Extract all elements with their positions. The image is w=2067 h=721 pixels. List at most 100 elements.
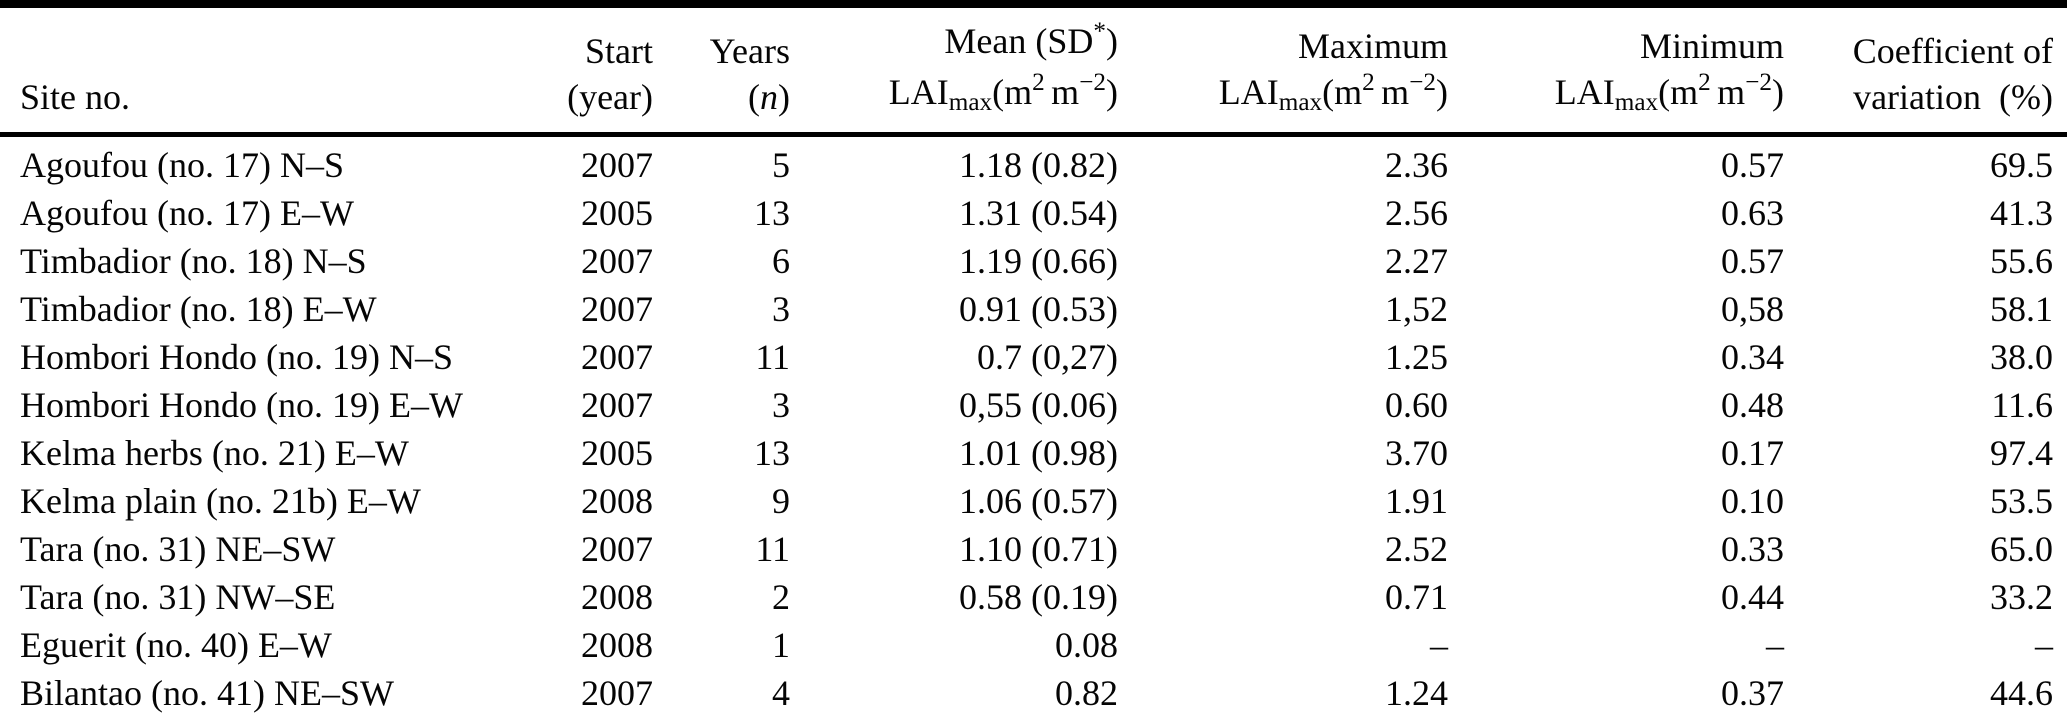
table-row: Tara (no. 31) NE–SW 2007 11 1.10 (0.71) … (0, 525, 2067, 573)
table-row: Kelma plain (no. 21b) E–W 2008 9 1.06 (0… (0, 477, 2067, 525)
cell-mean-sd: 1.10 (0.71) (959, 529, 1118, 569)
cell-maximum: 1.25 (1385, 337, 1448, 377)
cell-coefficient-of-variation: 58.1 (1990, 289, 2053, 329)
cell-coefficient-of-variation: 38.0 (1990, 337, 2053, 377)
sd-asterisk: * (1093, 18, 1106, 46)
cell-minimum: 0.33 (1721, 529, 1784, 569)
cell-start-year: 2008 (581, 481, 653, 521)
cell-minimum: 0.17 (1721, 433, 1784, 473)
cell-minimum: 0.34 (1721, 337, 1784, 377)
cell-years-n: 4 (772, 673, 790, 713)
cell-maximum: 2.36 (1385, 145, 1448, 185)
cell-site: Hombori Hondo (no. 19) N–S (20, 337, 453, 377)
col-header-mean-sd: Mean (SD*) LAImax(m2 m−2) (792, 4, 1120, 135)
cell-years-n: 3 (772, 289, 790, 329)
cell-mean-sd: 1.31 (0.54) (959, 193, 1118, 233)
cell-maximum: 0.71 (1385, 577, 1448, 617)
cell-minimum: 0.57 (1721, 241, 1784, 281)
cell-site: Kelma herbs (no. 21) E–W (20, 433, 409, 473)
col-header-site: Site no. (0, 4, 440, 135)
col-header-site-label: Site no. (20, 77, 131, 117)
table-row: Eguerit (no. 40) E–W 2008 1 0.08 – – – (0, 621, 2067, 669)
cell-years-n: 9 (772, 481, 790, 521)
cell-mean-sd: 1.01 (0.98) (959, 433, 1118, 473)
cell-years-n: 5 (772, 145, 790, 185)
lai-max-unit: LAImax(m2 m−2) (1218, 69, 1448, 117)
cell-site: Kelma plain (no. 21b) E–W (20, 481, 421, 521)
cell-years-n: 11 (755, 337, 790, 377)
cell-minimum: 0.37 (1721, 673, 1784, 713)
cell-maximum: 3.70 (1385, 433, 1448, 473)
cell-minimum: 0.44 (1721, 577, 1784, 617)
cell-coefficient-of-variation: 11.6 (1991, 385, 2053, 425)
cell-years-n: 13 (754, 433, 790, 473)
table-row: Agoufou (no. 17) E–W 2005 13 1.31 (0.54)… (0, 189, 2067, 237)
cell-mean-sd: 0.82 (1055, 673, 1118, 713)
lai-max-unit: LAImax(m2 m−2) (1554, 69, 1784, 117)
cell-site: Timbadior (no. 18) E–W (20, 289, 377, 329)
cell-years-n: 13 (754, 193, 790, 233)
cell-coefficient-of-variation: 44.6 (1990, 673, 2053, 713)
cell-mean-sd: 0.58 (0.19) (959, 577, 1118, 617)
table-header: Site no. Start (year) Years (n) Mean (SD… (0, 4, 2067, 135)
cell-maximum: 0.60 (1385, 385, 1448, 425)
cell-coefficient-of-variation: – (2035, 625, 2053, 665)
cell-start-year: 2008 (581, 625, 653, 665)
col-header-maximum: Maximum LAImax(m2 m−2) (1120, 4, 1450, 135)
cell-coefficient-of-variation: 97.4 (1990, 433, 2053, 473)
cell-mean-sd: 0.08 (1055, 625, 1118, 665)
table-row: Bilantao (no. 41) NE–SW 2007 4 0.82 1.24… (0, 669, 2067, 721)
lai-max-unit: LAImax(m2 m−2) (888, 69, 1118, 117)
cell-site: Eguerit (no. 40) E–W (20, 625, 332, 665)
cell-start-year: 2007 (581, 673, 653, 713)
cell-site: Agoufou (no. 17) N–S (20, 145, 344, 185)
cell-coefficient-of-variation: 33.2 (1990, 577, 2053, 617)
table-row: Hombori Hondo (no. 19) E–W 2007 3 0,55 (… (0, 381, 2067, 429)
cell-years-n: 2 (772, 577, 790, 617)
cell-mean-sd: 1.18 (0.82) (959, 145, 1118, 185)
cell-minimum: 0.48 (1721, 385, 1784, 425)
table-row: Agoufou (no. 17) N–S 2007 5 1.18 (0.82) … (0, 135, 2067, 190)
cell-minimum: 0.10 (1721, 481, 1784, 521)
cell-mean-sd: 1.06 (0.57) (959, 481, 1118, 521)
table-body: Agoufou (no. 17) N–S 2007 5 1.18 (0.82) … (0, 135, 2067, 721)
cell-start-year: 2007 (581, 337, 653, 377)
cell-start-year: 2007 (581, 241, 653, 281)
cell-minimum: – (1766, 625, 1784, 665)
col-header-coefficient-of-variation: Coefficient of variation (%) (1852, 31, 2053, 117)
cell-maximum: 1,52 (1385, 289, 1448, 329)
cell-minimum: 0,58 (1721, 289, 1784, 329)
cell-site: Tara (no. 31) NE–SW (20, 529, 336, 569)
cell-mean-sd: 0.7 (0,27) (977, 337, 1118, 377)
table-row: Kelma herbs (no. 21) E–W 2005 13 1.01 (0… (0, 429, 2067, 477)
cell-start-year: 2007 (581, 289, 653, 329)
cell-start-year: 2007 (581, 385, 653, 425)
table-row: Hombori Hondo (no. 19) N–S 2007 11 0.7 (… (0, 333, 2067, 381)
cell-years-n: 11 (755, 529, 790, 569)
cell-site: Timbadior (no. 18) N–S (20, 241, 367, 281)
cell-maximum: 1.24 (1385, 673, 1448, 713)
cell-minimum: 0.63 (1721, 193, 1784, 233)
cell-maximum: 2.56 (1385, 193, 1448, 233)
cell-start-year: 2007 (581, 529, 653, 569)
cell-start-year: 2005 (581, 433, 653, 473)
col-header-start-year: Start (year) (567, 31, 653, 117)
cell-minimum: 0.57 (1721, 145, 1784, 185)
cell-mean-sd: 1.19 (0.66) (959, 241, 1118, 281)
cell-coefficient-of-variation: 65.0 (1990, 529, 2053, 569)
col-header-years-n: Years (n) (709, 31, 790, 117)
table-row: Tara (no. 31) NW–SE 2008 2 0.58 (0.19) 0… (0, 573, 2067, 621)
italic-n: n (760, 77, 778, 117)
cell-site: Hombori Hondo (no. 19) E–W (20, 385, 463, 425)
cell-coefficient-of-variation: 55.6 (1990, 241, 2053, 281)
cell-start-year: 2007 (581, 145, 653, 185)
cell-maximum: 1.91 (1385, 481, 1448, 521)
cell-site: Bilantao (no. 41) NE–SW (20, 673, 394, 713)
cell-years-n: 6 (772, 241, 790, 281)
cell-years-n: 1 (772, 625, 790, 665)
cell-maximum: 2.52 (1385, 529, 1448, 569)
cell-maximum: 2.27 (1385, 241, 1448, 281)
cell-mean-sd: 0.91 (0.53) (959, 289, 1118, 329)
